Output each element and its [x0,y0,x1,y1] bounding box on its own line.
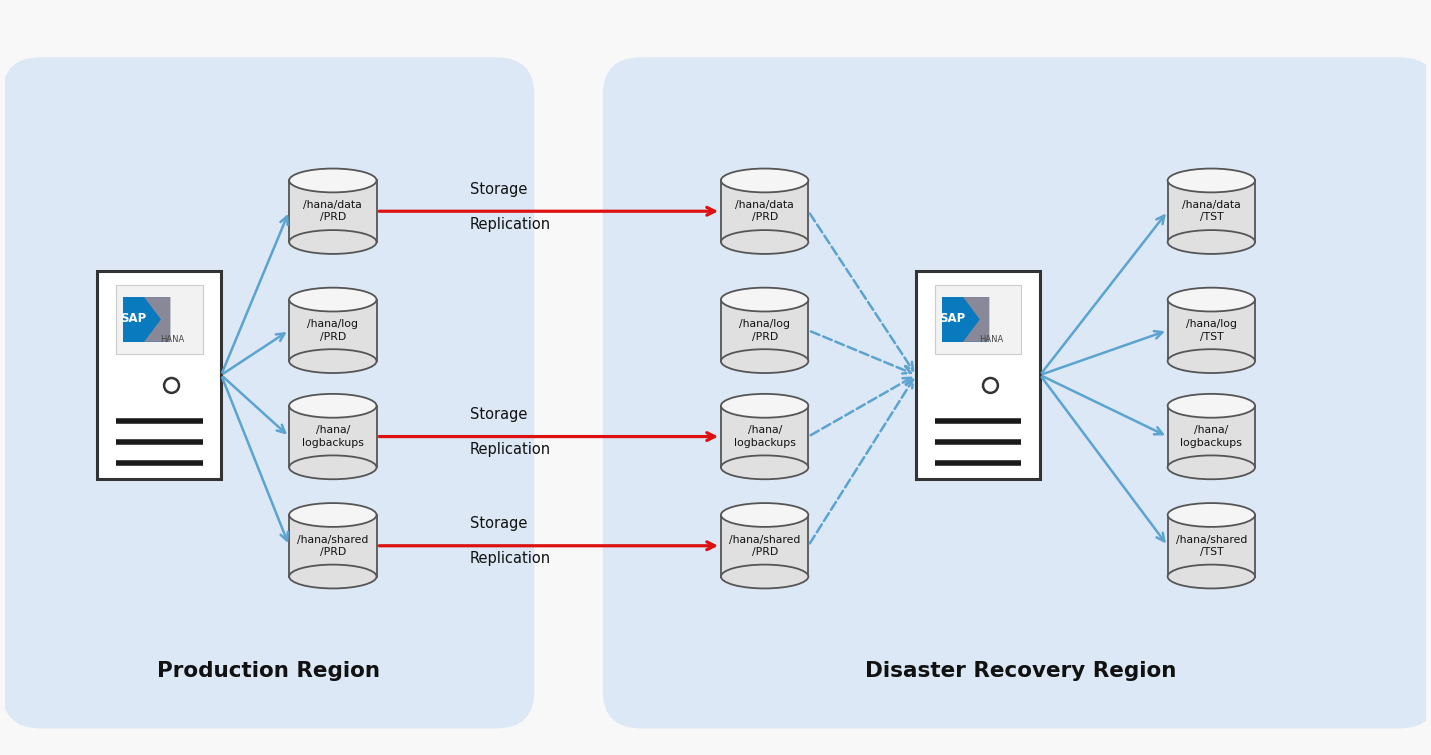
Ellipse shape [1168,455,1255,479]
Polygon shape [721,300,809,361]
Ellipse shape [289,288,376,312]
Circle shape [983,378,997,393]
Text: /hana/data
/PRD: /hana/data /PRD [303,200,362,223]
FancyBboxPatch shape [123,297,170,342]
Text: SAP: SAP [939,312,964,325]
FancyBboxPatch shape [97,271,222,479]
FancyBboxPatch shape [3,57,534,729]
Ellipse shape [289,394,376,418]
Ellipse shape [721,394,809,418]
Circle shape [165,378,179,393]
Text: Replication: Replication [469,551,551,566]
Text: /hana/
logbackups: /hana/ logbackups [734,425,796,448]
Polygon shape [721,515,809,577]
Polygon shape [963,297,989,342]
Ellipse shape [721,350,809,373]
Text: Replication: Replication [469,217,551,232]
Ellipse shape [721,168,809,193]
FancyBboxPatch shape [602,57,1431,729]
Ellipse shape [289,168,376,193]
Text: /hana/data
/PRD: /hana/data /PRD [736,200,794,223]
Text: HANA: HANA [979,334,1003,344]
Ellipse shape [1168,168,1255,193]
Text: /hana/shared
/PRD: /hana/shared /PRD [728,535,800,557]
Polygon shape [721,405,809,467]
FancyBboxPatch shape [934,285,1022,354]
Text: /hana/shared
/PRD: /hana/shared /PRD [298,535,369,557]
Polygon shape [289,180,376,242]
Text: Storage: Storage [469,516,527,532]
Text: /hana/log
/TST: /hana/log /TST [1186,319,1236,341]
Polygon shape [1168,300,1255,361]
Text: Storage: Storage [469,182,527,197]
Ellipse shape [289,565,376,588]
Text: HANA: HANA [160,334,185,344]
FancyBboxPatch shape [116,285,203,354]
Text: Replication: Replication [469,442,551,457]
FancyBboxPatch shape [942,297,989,342]
Ellipse shape [289,350,376,373]
Text: /hana/data
/TST: /hana/data /TST [1182,200,1241,223]
Polygon shape [721,180,809,242]
Ellipse shape [1168,565,1255,588]
Ellipse shape [721,565,809,588]
Text: /hana/log
/PRD: /hana/log /PRD [308,319,358,341]
Ellipse shape [1168,288,1255,312]
Polygon shape [289,300,376,361]
Ellipse shape [289,455,376,479]
Text: SAP: SAP [120,312,146,325]
Text: /hana/shared
/TST: /hana/shared /TST [1176,535,1246,557]
Text: Storage: Storage [469,407,527,422]
Polygon shape [289,515,376,577]
Polygon shape [289,405,376,467]
Ellipse shape [721,503,809,527]
Text: Production Region: Production Region [157,661,379,681]
Ellipse shape [721,455,809,479]
Polygon shape [1168,180,1255,242]
Polygon shape [145,297,170,342]
Ellipse shape [289,230,376,254]
Polygon shape [1168,515,1255,577]
Text: /hana/
logbackups: /hana/ logbackups [1181,425,1242,448]
Ellipse shape [1168,503,1255,527]
Text: Disaster Recovery Region: Disaster Recovery Region [864,661,1176,681]
FancyBboxPatch shape [916,271,1040,479]
Ellipse shape [1168,394,1255,418]
Text: /hana/
logbackups: /hana/ logbackups [302,425,363,448]
Ellipse shape [1168,230,1255,254]
Ellipse shape [721,230,809,254]
Ellipse shape [1168,350,1255,373]
Polygon shape [1168,405,1255,467]
Text: /hana/log
/PRD: /hana/log /PRD [740,319,790,341]
Ellipse shape [721,288,809,312]
Ellipse shape [289,503,376,527]
